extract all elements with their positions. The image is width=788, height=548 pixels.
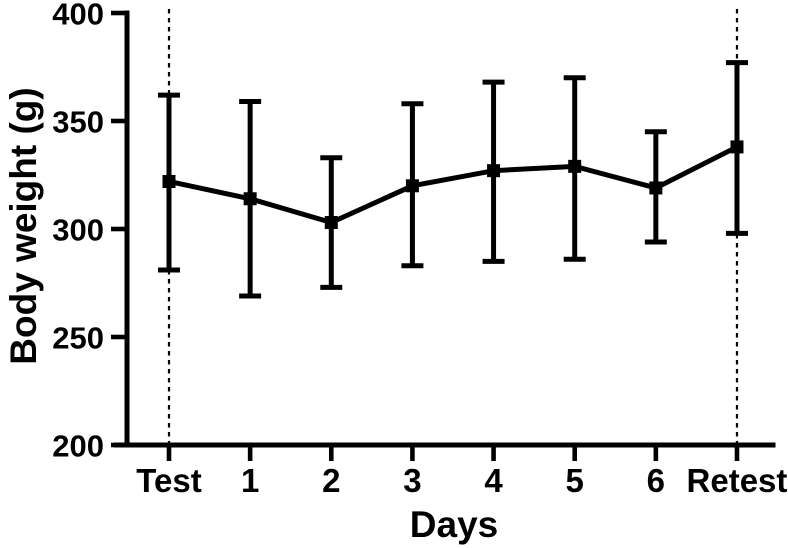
x-tick-label-2: 2 [322,462,340,499]
x-tick-label-retest: Retest [687,462,788,499]
y-tick-label: 350 [52,104,104,139]
y-axis-title: Body weight (g) [3,87,44,364]
data-point-marker [405,179,419,193]
data-point-marker [730,140,744,154]
x-tick-label-3: 3 [403,462,421,499]
y-tick-label: 400 [52,0,104,31]
data-point-marker [324,216,338,230]
data-line-layer [168,144,739,226]
data-point-marker [487,164,501,178]
axes [111,10,776,461]
x-tick-label-test: Test [136,462,201,499]
x-tick-label-1: 1 [241,462,259,499]
data-point-marker [649,181,663,195]
x-tick-label-5: 5 [566,462,584,499]
x-tick-label-6: 6 [647,462,665,499]
x-tick-label-4: 4 [484,462,503,499]
x-axis-title: Days [410,504,498,545]
data-point-marker [568,159,582,173]
data-point-marker [243,192,257,206]
data-point-marker [162,174,176,188]
dashed-guides [167,9,739,445]
data-markers [162,140,744,230]
y-tick-label: 200 [52,428,104,463]
y-tick-label: 300 [52,212,104,247]
data-line [168,144,739,226]
tick-labels: 200 250 300 350 400 Test 1 2 3 4 5 6 Retest [52,0,787,499]
y-tick-label: 250 [52,320,104,355]
